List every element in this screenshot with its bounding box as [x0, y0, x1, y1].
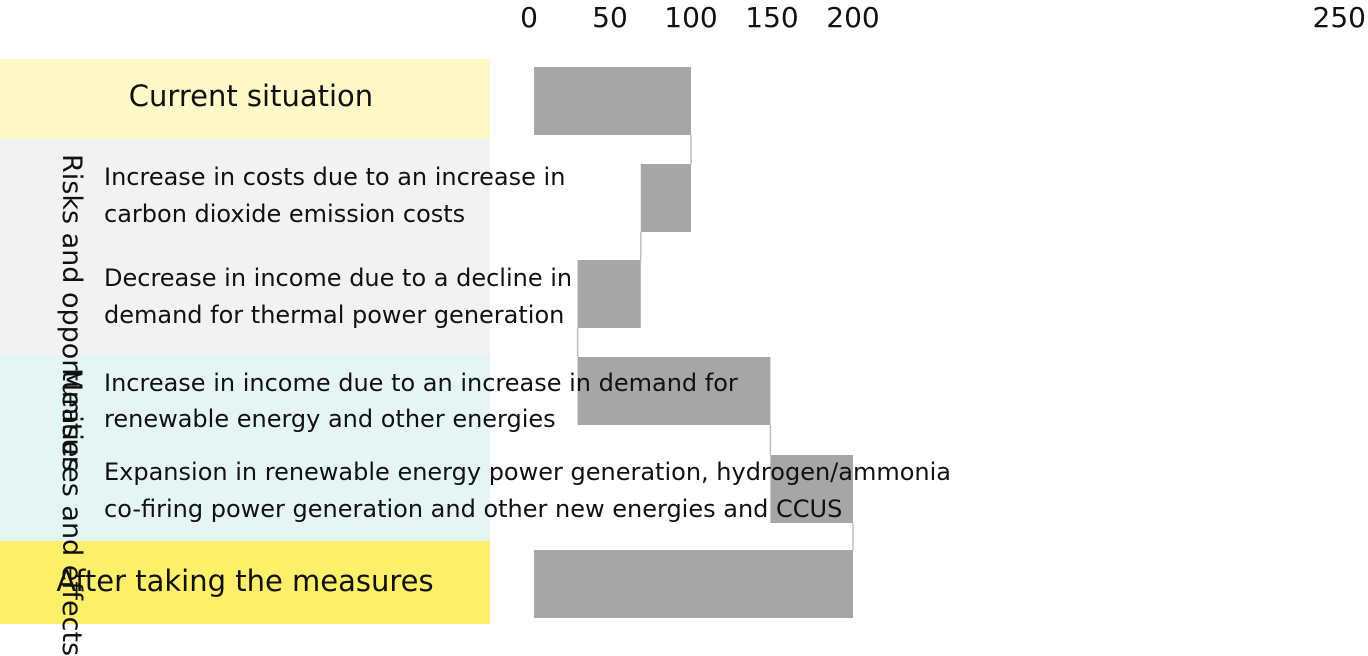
bar-current	[534, 67, 691, 135]
section-label-measures: Measures and effects	[56, 368, 87, 656]
bar-income_decline	[577, 260, 641, 328]
label-current-situation: Current situation	[128, 79, 374, 113]
x-tick-label: 50	[592, 1, 628, 34]
risks-panel	[0, 139, 490, 355]
label-costs-line2: carbon dioxide emission costs	[104, 200, 466, 228]
label-costs-line1: Increase in costs due to an increase in	[104, 163, 566, 191]
bar-expansion	[770, 455, 853, 523]
x-tick-label: 0	[520, 1, 538, 34]
x-tick-label: 150	[745, 1, 798, 34]
current-situation-panel	[0, 59, 490, 139]
label-after-measures: After taking the measures	[56, 564, 434, 598]
after-measures-panel	[0, 541, 490, 624]
x-tick-label: 200	[826, 1, 879, 34]
x-tick-label: 100	[664, 1, 717, 34]
waterfall-chart: 0 50 100 150 200 250	[520, 1, 1366, 618]
label-income-decline-line1: Decrease in income due to a decline in	[104, 264, 573, 292]
label-income-decline-line2: demand for thermal power generation	[104, 301, 565, 329]
label-expansion-line1: Expansion in renewable energy power gene…	[104, 458, 951, 486]
label-income-increase-line1: Increase in income due to an increase in…	[104, 369, 738, 397]
section-label-risks: Risks and opportunities	[56, 154, 87, 472]
label-expansion-line2: co-firing power generation and other new…	[104, 495, 843, 523]
label-income-increase-line2: renewable energy and other energies	[104, 405, 556, 433]
bar-after	[534, 550, 853, 618]
bar-costs	[640, 164, 691, 232]
x-tick-label: 250	[1313, 1, 1366, 34]
bar-income_increase	[577, 357, 771, 425]
measures-panel	[0, 355, 490, 541]
